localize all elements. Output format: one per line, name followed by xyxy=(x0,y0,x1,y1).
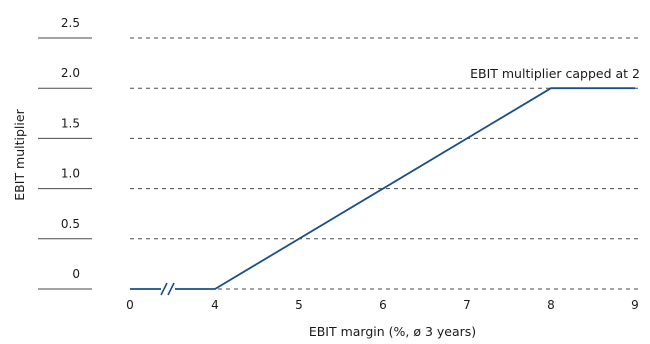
y-tick-label-3: 1.5 xyxy=(61,116,80,130)
y-tick-labels: 0 0.5 1.0 1.5 2.0 2.5 xyxy=(61,16,80,281)
cap-annotation: EBIT multiplier capped at 2 xyxy=(470,66,640,81)
x-axis-title: EBIT margin (%, ø 3 years) xyxy=(309,324,476,339)
x-tick-label-5: 8 xyxy=(547,298,555,312)
x-tick-label-3: 6 xyxy=(379,298,387,312)
y-tick-label-0: 0 xyxy=(72,267,80,281)
y-tick-label-1: 0.5 xyxy=(61,217,80,231)
y-axis-title: EBIT multiplier xyxy=(12,108,27,200)
y-tick-label-5: 2.5 xyxy=(61,16,80,30)
y-tick-label-4: 2.0 xyxy=(61,66,80,80)
axis-break-gap xyxy=(161,283,175,295)
x-tick-label-6: 9 xyxy=(631,298,639,312)
x-tick-labels: 0 4 5 6 7 8 9 xyxy=(126,298,639,312)
x-tick-label-4: 7 xyxy=(463,298,471,312)
y-tick-label-2: 1.0 xyxy=(61,167,80,181)
axis-break-slash-0 xyxy=(160,282,168,296)
x-tick-label-2: 5 xyxy=(295,298,303,312)
axis-break xyxy=(160,282,175,296)
x-tick-label-1: 4 xyxy=(211,298,219,312)
axis-break-slash-1 xyxy=(167,282,175,296)
x-tick-label-0: 0 xyxy=(126,298,134,312)
